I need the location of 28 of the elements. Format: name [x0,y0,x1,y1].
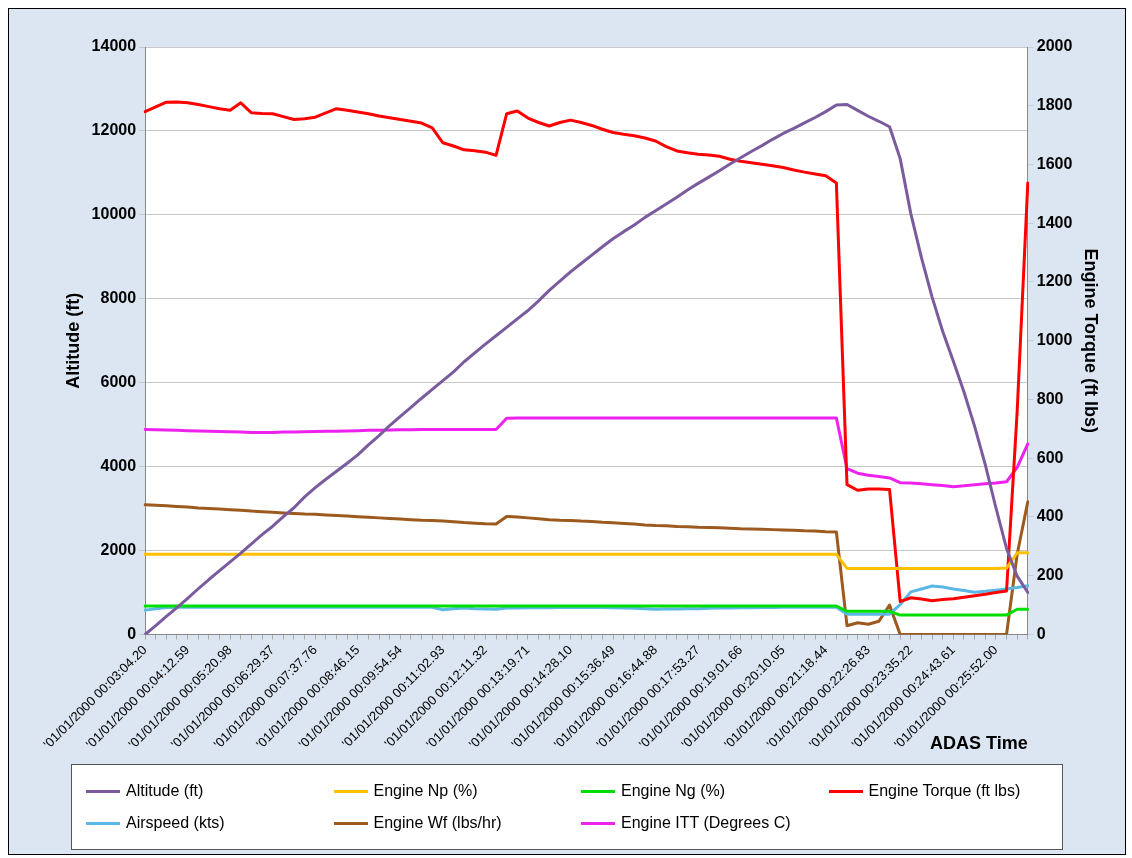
y-tick-label: 4000 [100,457,137,475]
y2-tick-label: 1600 [1036,154,1073,172]
y2-tick-label: 800 [1036,389,1064,407]
y2-tick-label: 600 [1036,448,1064,466]
y2-tick-label: 1800 [1036,96,1073,114]
y2-tick-label: 1200 [1036,272,1073,290]
legend-label: Airspeed (kts) [126,814,225,832]
legend-label: Engine ITT (Degrees C) [621,814,791,832]
y-tick-label: 12000 [91,121,137,139]
y-tick-label: 2000 [100,540,137,558]
y-tick-label: 0 [127,624,137,642]
y-tick-label: 8000 [100,289,137,307]
y2-tick-label: 0 [1036,624,1046,642]
legend-label: Altitude (ft) [126,782,204,800]
y2-tick-label: 1000 [1036,331,1073,349]
y2-tick-label: 400 [1036,507,1064,525]
y-tick-label: 6000 [100,373,137,391]
legend-label: Engine Ng (%) [621,782,726,800]
y2-tick-label: 2000 [1036,37,1073,55]
y2-axis-title: Engine Torque (ft lbs) [1081,248,1102,434]
legend-label: Engine Wf (lbs/hr) [373,814,502,832]
y-tick-label: 14000 [91,37,137,55]
legend-label: Engine Np (%) [373,782,478,800]
y-axis-title: Altitude (ft) [62,292,83,389]
legend-label: Engine Torque (ft lbs) [868,782,1021,800]
y2-tick-label: 1400 [1036,213,1073,231]
y2-tick-label: 200 [1036,566,1064,584]
y-tick-label: 10000 [91,205,137,223]
